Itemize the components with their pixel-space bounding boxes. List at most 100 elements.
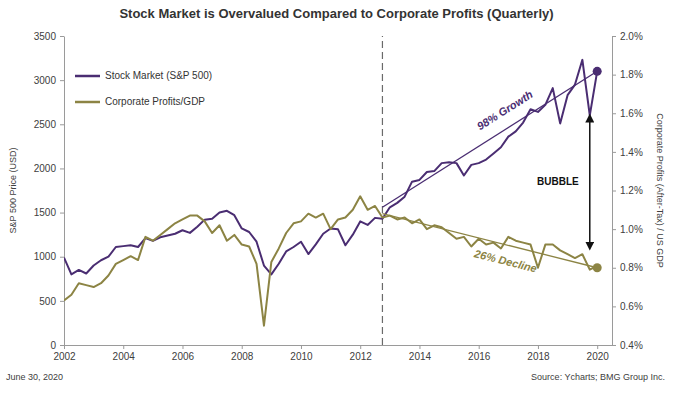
tick-mark	[612, 229, 616, 230]
tick: 3500	[34, 31, 64, 42]
tick-mark	[64, 345, 65, 349]
tick: 0	[50, 340, 64, 351]
tick: 1.2%	[612, 185, 643, 196]
tick-label: 2004	[113, 351, 136, 362]
legend-label: Corporate Profits/GDP	[105, 96, 205, 107]
tick: 2000	[34, 163, 64, 174]
tick-label: 2020	[587, 351, 610, 362]
tick-mark	[597, 345, 598, 349]
tick-mark	[612, 152, 616, 153]
annotations: 98% Growth 26% Decline BUBBLE	[472, 88, 590, 275]
tick-label: 0	[50, 340, 56, 351]
tick-mark	[479, 345, 480, 349]
tick: 2018	[527, 345, 550, 362]
tick: 2016	[468, 345, 491, 362]
tick-label: 2002	[53, 351, 76, 362]
tick-mark	[538, 345, 539, 349]
legend-label: Stock Market (S&P 500)	[105, 70, 212, 81]
tick: 2.0%	[612, 31, 643, 42]
bubble-arrow	[589, 118, 591, 246]
tick-mark	[123, 345, 124, 349]
tick-label: 3000	[34, 75, 57, 86]
tick-mark	[612, 268, 616, 269]
tick: 1.0%	[612, 224, 643, 235]
tick: 0.4%	[612, 340, 643, 351]
trend-label: 26% Decline	[472, 247, 538, 275]
tick-mark	[182, 345, 183, 349]
axis-line	[65, 345, 613, 346]
tick-label: 1.6%	[620, 108, 643, 119]
tick: 2500	[34, 119, 64, 130]
legend-swatch	[75, 101, 100, 104]
tick: 2014	[409, 345, 432, 362]
tick: 1000	[34, 251, 64, 262]
source-note: Source: Ycharts; BMG Group Inc.	[531, 372, 665, 382]
reference-line	[382, 36, 383, 345]
tick-mark	[60, 168, 64, 169]
tick-label: 1000	[34, 251, 57, 262]
tick: 1.6%	[612, 108, 643, 119]
trend-end-dot	[593, 263, 602, 272]
tick-mark	[360, 345, 361, 349]
tick: 2008	[231, 345, 254, 362]
tick: 1.8%	[612, 69, 643, 80]
tick-label: 1.4%	[620, 147, 643, 158]
tick-mark	[60, 213, 64, 214]
date-note: June 30, 2020	[6, 372, 63, 382]
tick-mark	[242, 345, 243, 349]
y-axis: 0 500 1000 1500 2000 2500 3000 3500	[34, 31, 65, 351]
series-line	[64, 196, 597, 325]
tick-mark	[612, 306, 616, 307]
tick-label: 2010	[290, 351, 313, 362]
tick: 2006	[172, 345, 195, 362]
tick-label: 2000	[34, 163, 57, 174]
tick-mark	[612, 345, 616, 346]
tick-label: 2500	[34, 119, 57, 130]
tick-label: 3500	[34, 31, 57, 42]
tick-label: 2008	[231, 351, 254, 362]
tick-mark	[60, 301, 64, 302]
tick: 0.6%	[612, 301, 643, 312]
tick-label: 500	[39, 296, 56, 307]
tick-label: 2.0%	[620, 31, 643, 42]
tick: 3000	[34, 75, 64, 86]
tick: 2004	[113, 345, 136, 362]
tick-mark	[419, 345, 420, 349]
tick: 2020	[587, 345, 610, 362]
tick-label: 1.8%	[620, 69, 643, 80]
tick-label: 1.0%	[620, 224, 643, 235]
x-axis: 2002 2004 2006 2008 2010 2012 2014 2016 2018 2020	[53, 345, 612, 362]
tick-mark	[60, 36, 64, 37]
trend-line	[382, 71, 597, 207]
title: Stock Market is Overvalued Compared to C…	[119, 6, 553, 21]
tick-label: 2006	[172, 351, 195, 362]
tick: 2012	[350, 345, 373, 362]
tick-mark	[60, 257, 64, 258]
tick-label: 2012	[350, 351, 373, 362]
plot-area	[64, 36, 602, 345]
tick: 2010	[290, 345, 313, 362]
tick-mark	[301, 345, 302, 349]
legend-swatch	[75, 75, 100, 78]
y2-axis: 0.4% 0.6% 0.8% 1.0% 1.2% 1.4% 1.6% 1.8% 2.0%	[612, 31, 643, 351]
tick-label: 0.8%	[620, 262, 643, 273]
trend-label: 98% Growth	[475, 88, 535, 132]
tick-label: 2018	[527, 351, 550, 362]
chart-container: 2002 2004 2006 2008 2010 2012 2014 2016 2018 2020…	[0, 0, 673, 398]
tick: 1500	[34, 207, 64, 218]
tick: 500	[39, 296, 64, 307]
legend: Stock Market (S&P 500) Corporate Profits/…	[75, 70, 212, 107]
tick-label: 0.4%	[620, 340, 643, 351]
tick: 2002	[53, 345, 76, 362]
tick-mark	[612, 75, 616, 76]
tick: 0.8%	[612, 262, 643, 273]
tick-mark	[60, 124, 64, 125]
y2-axis-title: Corporate Profits (After-Tax) / US GDP	[655, 113, 665, 268]
tick-label: 2016	[468, 351, 491, 362]
tick-mark	[612, 36, 616, 37]
tick-mark	[612, 113, 616, 114]
tick-mark	[60, 80, 64, 81]
tick: 1.4%	[612, 147, 643, 158]
arrow-label: BUBBLE	[537, 176, 579, 187]
tick-label: 0.6%	[620, 301, 643, 312]
